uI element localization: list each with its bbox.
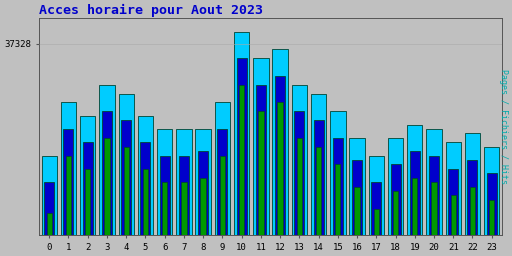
Bar (349, 138, 365, 235)
Bar (388, 138, 403, 235)
Bar (256, 85, 266, 235)
Bar (41, 156, 57, 235)
Bar (102, 111, 112, 235)
Bar (234, 32, 249, 235)
Bar (47, 213, 52, 235)
Bar (275, 76, 285, 235)
Bar (198, 151, 208, 235)
Bar (99, 85, 115, 235)
Bar (313, 120, 324, 235)
Bar (296, 138, 302, 235)
Bar (272, 49, 288, 235)
Bar (431, 182, 437, 235)
Bar (218, 129, 227, 235)
Bar (278, 102, 283, 235)
Bar (333, 138, 343, 235)
Bar (83, 142, 93, 235)
Bar (63, 129, 74, 235)
Bar (487, 173, 497, 235)
Bar (239, 85, 244, 235)
Bar (44, 182, 54, 235)
Bar (66, 156, 71, 235)
Bar (426, 129, 442, 235)
Bar (465, 133, 480, 235)
Bar (316, 147, 321, 235)
Bar (220, 156, 225, 235)
Bar (140, 142, 151, 235)
Bar (412, 178, 417, 235)
Bar (176, 129, 191, 235)
Bar (143, 169, 148, 235)
Bar (179, 156, 189, 235)
Bar (451, 195, 456, 235)
Bar (157, 129, 173, 235)
Bar (160, 156, 169, 235)
Bar (445, 142, 461, 235)
Bar (253, 58, 269, 235)
Bar (429, 156, 439, 235)
Bar (470, 187, 475, 235)
Bar (393, 191, 398, 235)
Bar (104, 138, 110, 235)
Bar (484, 147, 499, 235)
Bar (354, 187, 360, 235)
Bar (330, 111, 346, 235)
Bar (391, 164, 400, 235)
Bar (123, 147, 129, 235)
Bar (467, 160, 478, 235)
Bar (118, 94, 134, 235)
Bar (196, 129, 211, 235)
Y-axis label: Pages / Fichiers / Hits: Pages / Fichiers / Hits (499, 69, 508, 184)
Bar (162, 182, 167, 235)
Bar (85, 169, 91, 235)
Bar (237, 58, 247, 235)
Bar (489, 200, 495, 235)
Bar (61, 102, 76, 235)
Bar (371, 182, 381, 235)
Bar (292, 85, 307, 235)
Bar (311, 94, 326, 235)
Bar (407, 125, 422, 235)
Text: Acces horaire pour Aout 2023: Acces horaire pour Aout 2023 (39, 4, 263, 17)
Bar (369, 156, 384, 235)
Bar (374, 209, 379, 235)
Bar (294, 111, 304, 235)
Bar (201, 178, 206, 235)
Bar (410, 151, 420, 235)
Bar (215, 102, 230, 235)
Bar (181, 182, 186, 235)
Bar (80, 116, 95, 235)
Bar (121, 120, 131, 235)
Bar (258, 111, 264, 235)
Bar (335, 164, 340, 235)
Bar (448, 169, 458, 235)
Bar (352, 160, 362, 235)
Bar (138, 116, 153, 235)
